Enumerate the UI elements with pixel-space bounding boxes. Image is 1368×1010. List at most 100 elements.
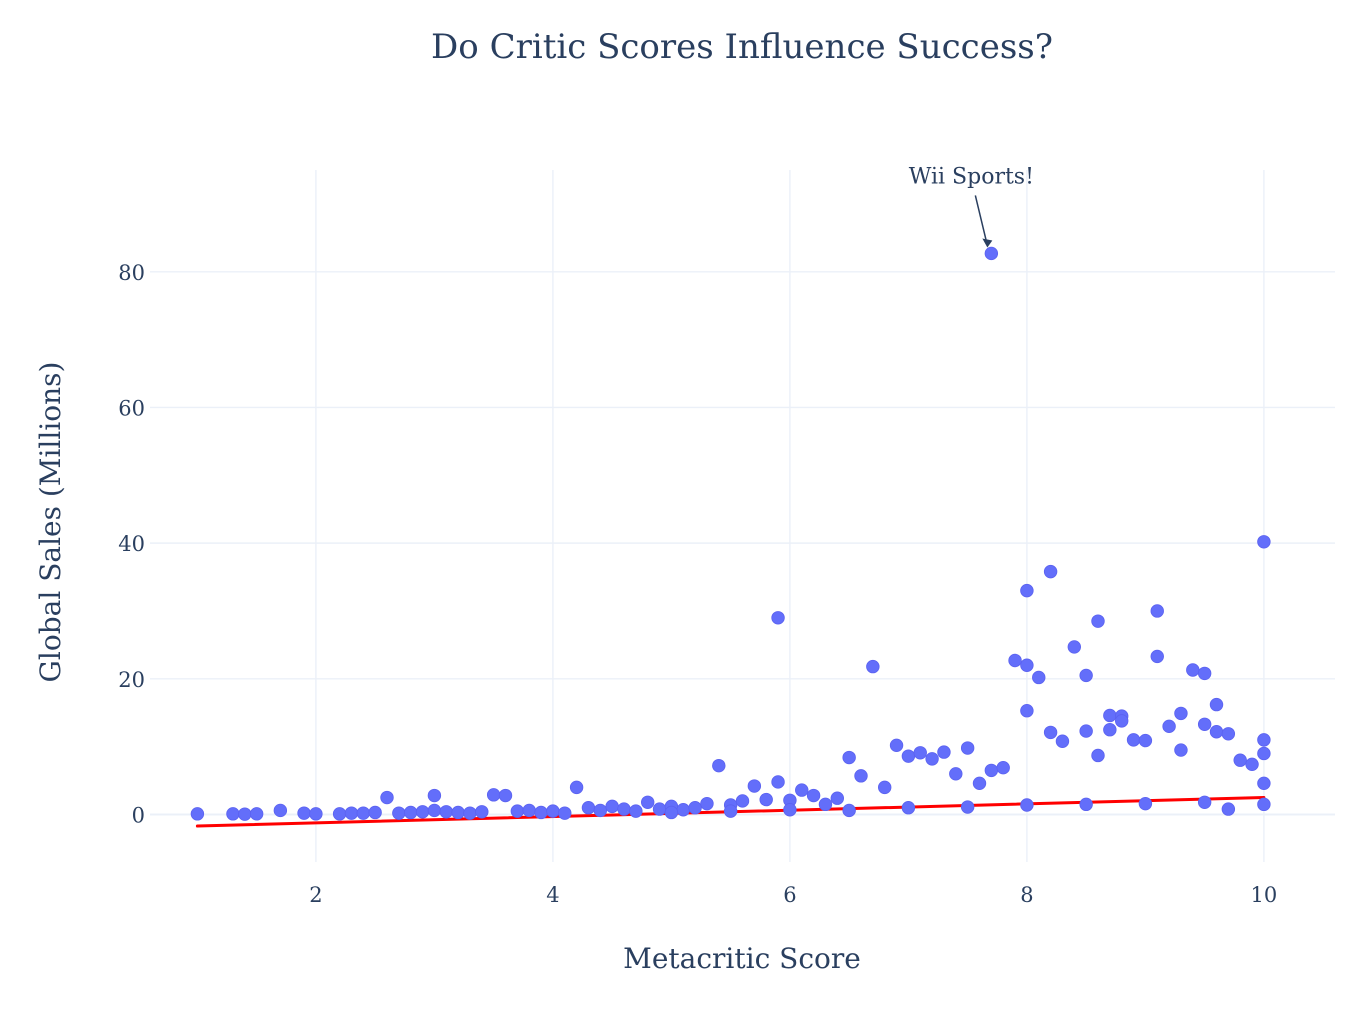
x-tick-label-4: 4: [546, 883, 559, 907]
data-point-104: [1257, 797, 1271, 812]
data-point-77: [1079, 668, 1093, 683]
data-point-98: [1233, 753, 1247, 767]
data-point-89: [1162, 719, 1176, 734]
data-point-67: [996, 760, 1010, 775]
data-point-105: [664, 805, 679, 820]
data-point-111: [1020, 798, 1034, 812]
data-point-115: [1221, 802, 1236, 816]
data-point-87: [1150, 604, 1164, 618]
data-point-70: [1020, 658, 1034, 672]
data-point-64: [972, 776, 987, 791]
data-point-57: [889, 738, 904, 753]
y-tick-label-60: 60: [118, 396, 145, 420]
data-point-78: [1079, 724, 1093, 738]
data-point-79: [1091, 614, 1105, 628]
annotation-label-1: Wii Sports!: [909, 164, 1034, 189]
annotation-arrow-line-1: [974, 195, 989, 246]
data-point-54: [854, 769, 868, 783]
data-point-56: [878, 780, 892, 795]
data-point-41: [712, 758, 726, 773]
data-point-65: [984, 246, 999, 261]
data-point-46: [771, 611, 785, 625]
data-point-45: [759, 792, 773, 807]
data-point-13: [392, 806, 406, 820]
data-point-26: [534, 805, 548, 820]
data-point-99: [1245, 757, 1259, 772]
data-point-50: [806, 788, 821, 803]
data-point-52: [830, 791, 845, 805]
x-axis-title: Metacritic Score: [623, 942, 861, 975]
data-point-63: [960, 741, 975, 755]
data-point-6: [297, 806, 311, 820]
data-point-95: [1209, 697, 1224, 712]
data-points-layer: [190, 246, 1271, 821]
data-point-3: [238, 807, 252, 821]
y-tick-label-0: 0: [132, 804, 145, 828]
data-point-110: [960, 800, 975, 814]
data-point-68: [1008, 653, 1022, 668]
data-point-62: [949, 767, 963, 781]
data-point-103: [1257, 776, 1271, 791]
data-point-80: [1091, 748, 1105, 763]
data-point-22: [486, 788, 501, 802]
data-point-27: [546, 804, 560, 818]
chart-title: Do Critic Scores Influence Success?: [431, 27, 1053, 67]
data-point-24: [510, 804, 525, 818]
data-point-11: [368, 805, 382, 820]
data-point-25: [522, 803, 536, 818]
x-tick-label-6: 6: [783, 883, 796, 907]
x-tick-label-8: 8: [1020, 883, 1033, 907]
data-point-113: [1138, 796, 1153, 811]
data-point-4: [249, 807, 264, 821]
data-point-28: [558, 806, 572, 820]
data-point-21: [475, 805, 489, 819]
data-point-96: [1209, 725, 1224, 739]
data-point-40: [700, 796, 714, 811]
y-tick-label-80: 80: [118, 261, 145, 285]
y-tick-label-20: 20: [118, 668, 145, 692]
data-point-114: [1197, 795, 1212, 809]
data-point-35: [641, 795, 655, 809]
data-point-31: [593, 803, 608, 818]
data-point-1: [190, 807, 205, 821]
data-point-12: [380, 790, 394, 805]
data-point-71: [1020, 704, 1034, 718]
data-point-69: [1020, 583, 1034, 598]
tick-labels-layer: 2 4 6 8 10 0 20 40 60 80: [118, 261, 1277, 907]
data-point-59: [913, 746, 927, 760]
data-point-34: [629, 804, 643, 818]
x-tick-label-2: 2: [309, 883, 322, 907]
data-point-106: [723, 804, 738, 818]
data-point-36: [652, 802, 667, 816]
data-point-7: [309, 807, 323, 821]
data-point-33: [617, 802, 631, 816]
data-point-39: [688, 801, 702, 815]
data-point-9: [344, 806, 359, 820]
data-point-2: [226, 807, 240, 821]
data-point-82: [1103, 723, 1117, 737]
y-tick-label-40: 40: [118, 532, 145, 556]
data-point-100: [1257, 535, 1271, 549]
data-point-5: [273, 803, 288, 818]
data-point-10: [356, 806, 371, 820]
data-point-86: [1138, 733, 1153, 748]
x-tick-label-10: 10: [1251, 883, 1278, 907]
data-point-53: [842, 750, 856, 765]
data-point-73: [1043, 564, 1058, 579]
data-point-75: [1055, 734, 1070, 748]
data-point-55: [866, 659, 880, 674]
data-point-19: [451, 805, 465, 820]
data-point-30: [581, 801, 596, 815]
data-point-97: [1221, 727, 1236, 741]
data-point-74: [1043, 725, 1058, 740]
data-point-72: [1032, 670, 1046, 685]
data-point-61: [937, 745, 951, 759]
data-point-93: [1197, 666, 1212, 681]
data-point-101: [1257, 733, 1271, 747]
data-point-90: [1174, 706, 1188, 721]
annotation-arrow-head-1: [982, 238, 993, 248]
data-point-91: [1174, 743, 1188, 757]
